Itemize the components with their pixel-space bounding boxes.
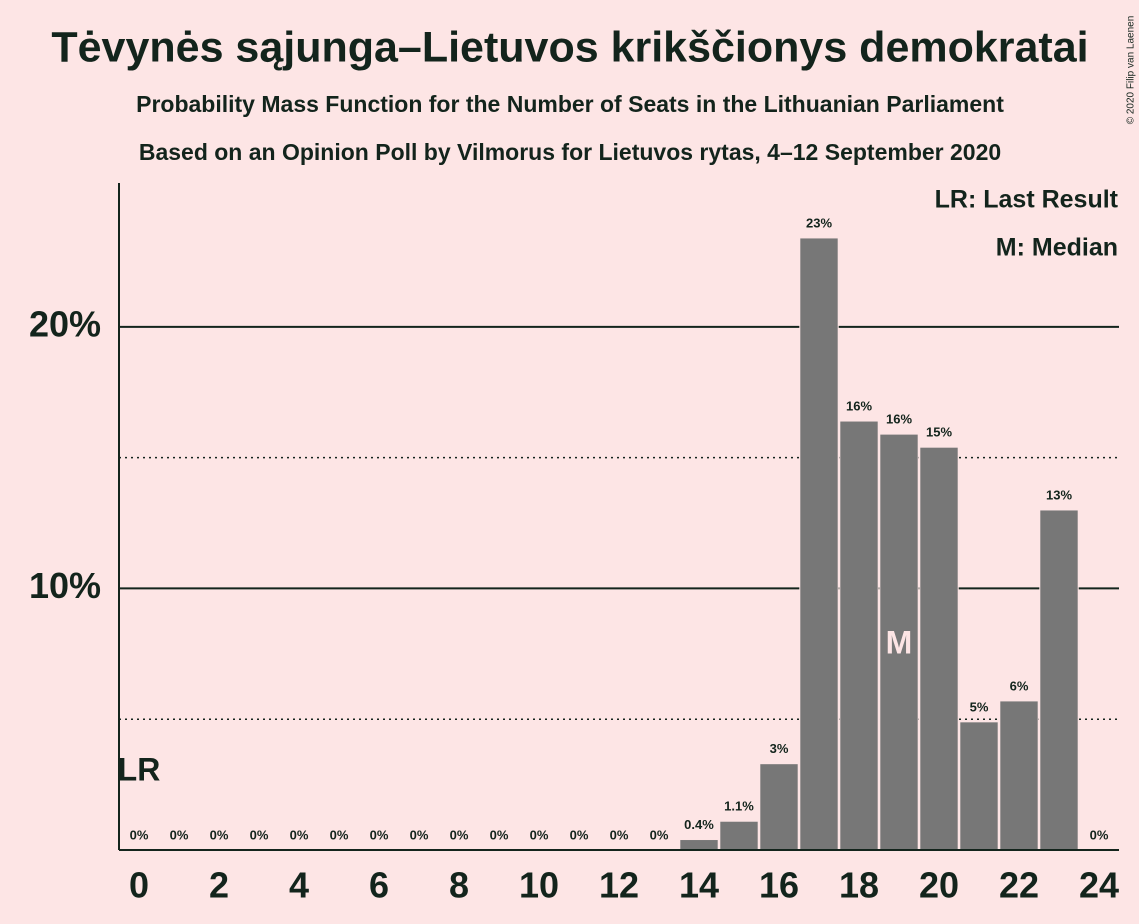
y-tick-label: 10% <box>29 565 101 606</box>
data-label: 0% <box>210 827 229 842</box>
copyright: © 2020 Filip van Laenen <box>1126 16 1137 125</box>
x-tick-label: 8 <box>449 865 469 906</box>
data-label: 0% <box>330 827 349 842</box>
bar <box>879 433 919 851</box>
data-label: 16% <box>886 412 912 427</box>
y-tick-label: 20% <box>29 303 101 344</box>
median-marker: M <box>886 624 913 660</box>
data-label: 0% <box>290 827 309 842</box>
bar <box>1039 509 1079 851</box>
data-label: 15% <box>926 425 952 440</box>
chart-subtitle: Probability Mass Function for the Number… <box>136 91 1004 117</box>
data-label: 0% <box>410 827 429 842</box>
x-tick-label: 16 <box>759 865 799 906</box>
data-label: 0% <box>570 827 589 842</box>
x-tick-label: 2 <box>209 865 229 906</box>
bar <box>799 237 839 851</box>
bar <box>839 420 879 851</box>
last-result-marker: LR <box>118 751 161 787</box>
chart-title: Tėvynės sąjunga–Lietuvos krikščionys dem… <box>51 23 1088 71</box>
x-tick-label: 10 <box>519 865 559 906</box>
data-label: 0% <box>370 827 389 842</box>
legend-entry: M: Median <box>996 234 1118 262</box>
data-label: 0% <box>1090 827 1109 842</box>
data-label: 5% <box>970 699 989 714</box>
data-label: 0% <box>610 827 629 842</box>
data-label: 0% <box>250 827 269 842</box>
x-tick-label: 22 <box>999 865 1039 906</box>
data-label: 16% <box>846 398 872 413</box>
x-tick-label: 4 <box>289 865 309 906</box>
bar <box>759 763 799 851</box>
bar <box>719 820 759 851</box>
legend-entry: LR: Last Result <box>935 186 1119 214</box>
data-label: 23% <box>806 215 832 230</box>
bar <box>919 446 959 851</box>
data-label: 0% <box>170 827 189 842</box>
x-tick-label: 18 <box>839 865 879 906</box>
data-label: 13% <box>1046 487 1072 502</box>
data-label: 6% <box>1010 678 1029 693</box>
bar <box>679 839 719 851</box>
x-tick-label: 12 <box>599 865 639 906</box>
data-label: 0% <box>490 827 509 842</box>
x-tick-label: 0 <box>129 865 149 906</box>
bar <box>999 700 1039 851</box>
data-label: 3% <box>770 741 789 756</box>
data-label: 0% <box>130 827 149 842</box>
data-label: 0% <box>530 827 549 842</box>
x-tick-label: 20 <box>919 865 959 906</box>
data-label: 1.1% <box>724 799 754 814</box>
data-label: 0% <box>650 827 669 842</box>
chart-subtitle: Based on an Opinion Poll by Vilmorus for… <box>139 139 1001 165</box>
bar <box>959 721 999 851</box>
x-tick-label: 6 <box>369 865 389 906</box>
x-tick-label: 24 <box>1079 865 1119 906</box>
data-label: 0% <box>450 827 469 842</box>
data-label: 0.4% <box>684 817 714 832</box>
x-tick-label: 14 <box>679 865 719 906</box>
